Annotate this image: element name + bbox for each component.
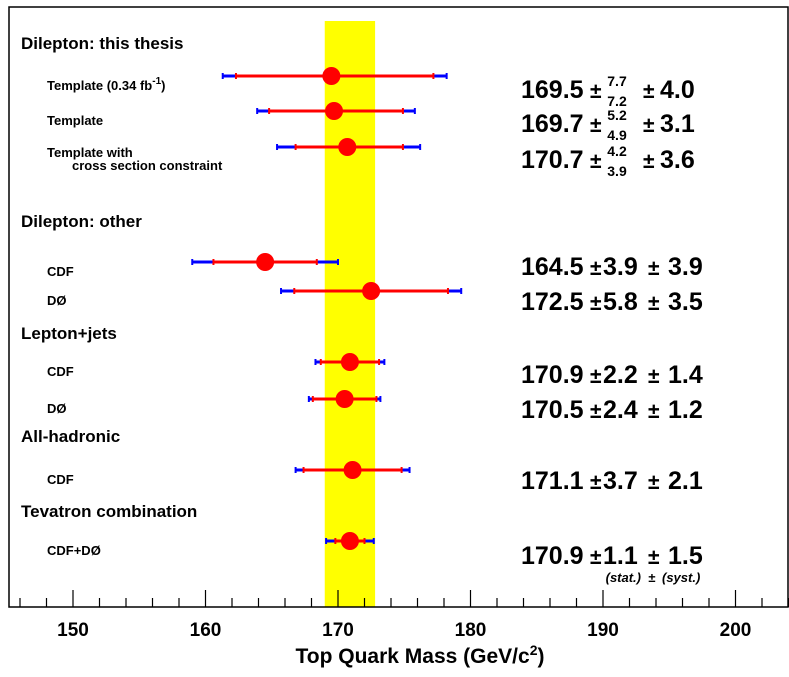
result-pm: ± bbox=[648, 471, 660, 494]
data-point bbox=[322, 67, 341, 85]
result-pm: ± bbox=[590, 365, 602, 388]
result-stat-lo: 7.2 bbox=[607, 93, 627, 109]
x-tick-label: 170 bbox=[322, 620, 354, 641]
entry-label: CDF+DØ bbox=[47, 543, 101, 558]
result-syst: 1.4 bbox=[668, 361, 703, 389]
entry-label-text: Template (0.34 fb bbox=[47, 78, 152, 93]
x-tick-label: 150 bbox=[57, 620, 89, 641]
result-syst: 4.0 bbox=[660, 76, 695, 104]
result-value: 169.7 bbox=[521, 110, 584, 138]
result-stat-hi: 5.2 bbox=[607, 107, 627, 123]
data-point bbox=[338, 138, 357, 156]
results-layer: 169.5 ±7.7 7.2 ±4.0 169.7 ±5.2 4.9 ±3.1 170.7 ±4.… bbox=[521, 73, 703, 570]
result-pm: ± bbox=[648, 546, 660, 569]
result-pm: ± bbox=[590, 400, 602, 423]
result-syst: 1.2 bbox=[668, 396, 703, 424]
data-point bbox=[335, 390, 354, 408]
result-value: 170.9 bbox=[521, 361, 584, 389]
result-pm: ± bbox=[648, 365, 660, 388]
result-value: 171.1 bbox=[521, 467, 584, 495]
x-tick-label: 190 bbox=[587, 620, 619, 641]
result-pm: ± bbox=[590, 257, 602, 280]
result-value: 170.5 bbox=[521, 396, 584, 424]
x-tick-label: 160 bbox=[190, 620, 222, 641]
data-point bbox=[256, 253, 275, 271]
labels-layer: Dilepton: this thesis Template (0.34 fb-1… bbox=[21, 34, 223, 558]
result-pm: ± bbox=[590, 150, 602, 173]
result-stat-hi: 4.2 bbox=[607, 143, 627, 159]
x-axis: 150 160 170 180 190 200 bbox=[19, 590, 789, 641]
result-stat: 3.9 bbox=[603, 253, 638, 281]
entry-label-line2: cross section constraint bbox=[72, 158, 223, 173]
x-tick-label: 180 bbox=[455, 620, 487, 641]
result-stat-lo: 3.9 bbox=[607, 163, 627, 179]
result-stat: 3.7 bbox=[603, 467, 638, 495]
data-point bbox=[340, 353, 359, 371]
result-stat: 2.2 bbox=[603, 361, 638, 389]
group-title: Tevatron combination bbox=[21, 502, 197, 521]
entry-label: DØ bbox=[47, 401, 67, 416]
result-syst: 1.5 bbox=[668, 542, 703, 570]
result-value: 172.5 bbox=[521, 288, 584, 316]
entry-label: Template bbox=[47, 113, 103, 128]
data-point bbox=[340, 532, 359, 550]
entry-label: CDF bbox=[47, 472, 74, 487]
result-pm: ± bbox=[643, 150, 655, 173]
result-value: 169.5 bbox=[521, 76, 584, 104]
entry-label: Template (0.34 fb-1) bbox=[47, 76, 165, 93]
entry-label: CDF bbox=[47, 264, 74, 279]
footnote-stat: (stat.) bbox=[606, 570, 641, 585]
entry-label: DØ bbox=[47, 293, 67, 308]
result-syst: 3.9 bbox=[668, 253, 703, 281]
result-syst: 3.1 bbox=[660, 110, 695, 138]
entry-label-sup: -1 bbox=[152, 76, 161, 87]
data-point bbox=[325, 102, 344, 120]
result-pm: ± bbox=[590, 471, 602, 494]
result-value: 170.9 bbox=[521, 542, 584, 570]
result-value: 170.7 bbox=[521, 146, 584, 174]
result-syst: 3.6 bbox=[660, 146, 695, 174]
group-title: Dilepton: this thesis bbox=[21, 34, 183, 53]
result-pm: ± bbox=[590, 114, 602, 137]
result-pm: ± bbox=[643, 114, 655, 137]
entry-label: Template with bbox=[47, 145, 133, 160]
result-pm: ± bbox=[648, 257, 660, 280]
result-value: 164.5 bbox=[521, 253, 584, 281]
entry-label-close: ) bbox=[161, 78, 165, 93]
data-point bbox=[362, 282, 381, 300]
result-stat: 1.1 bbox=[603, 542, 638, 570]
result-pm: ± bbox=[590, 546, 602, 569]
group-title: All-hadronic bbox=[21, 427, 120, 446]
result-pm: ± bbox=[648, 292, 660, 315]
result-stat: 5.8 bbox=[603, 288, 638, 316]
result-syst: 3.5 bbox=[668, 288, 703, 316]
result-pm: ± bbox=[590, 80, 602, 103]
result-syst: 2.1 bbox=[668, 467, 703, 495]
data-point bbox=[343, 461, 362, 479]
footnote-syst: (syst.) bbox=[662, 570, 700, 585]
group-title: Lepton+jets bbox=[21, 324, 117, 343]
result-stat: 2.4 bbox=[603, 396, 638, 424]
footnote-pm: ± bbox=[648, 570, 655, 585]
group-title: Dilepton: other bbox=[21, 212, 142, 231]
entry-label: CDF bbox=[47, 364, 74, 379]
footnote: (stat.) ± (syst.) bbox=[606, 570, 701, 585]
result-pm: ± bbox=[590, 292, 602, 315]
result-pm: ± bbox=[643, 80, 655, 103]
plot-frame bbox=[8, 6, 789, 608]
result-stat-hi: 7.7 bbox=[607, 73, 627, 89]
x-axis-title: Top Quark Mass (GeV/c2) bbox=[296, 642, 545, 668]
result-pm: ± bbox=[648, 400, 660, 423]
points-layer bbox=[191, 67, 463, 550]
result-stat-lo: 4.9 bbox=[607, 127, 627, 143]
x-tick-label: 200 bbox=[720, 620, 752, 641]
